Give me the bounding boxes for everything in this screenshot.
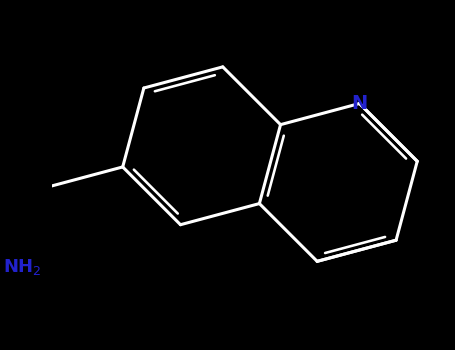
Text: NH$_2$: NH$_2$ — [3, 257, 42, 277]
Text: N: N — [351, 94, 368, 113]
